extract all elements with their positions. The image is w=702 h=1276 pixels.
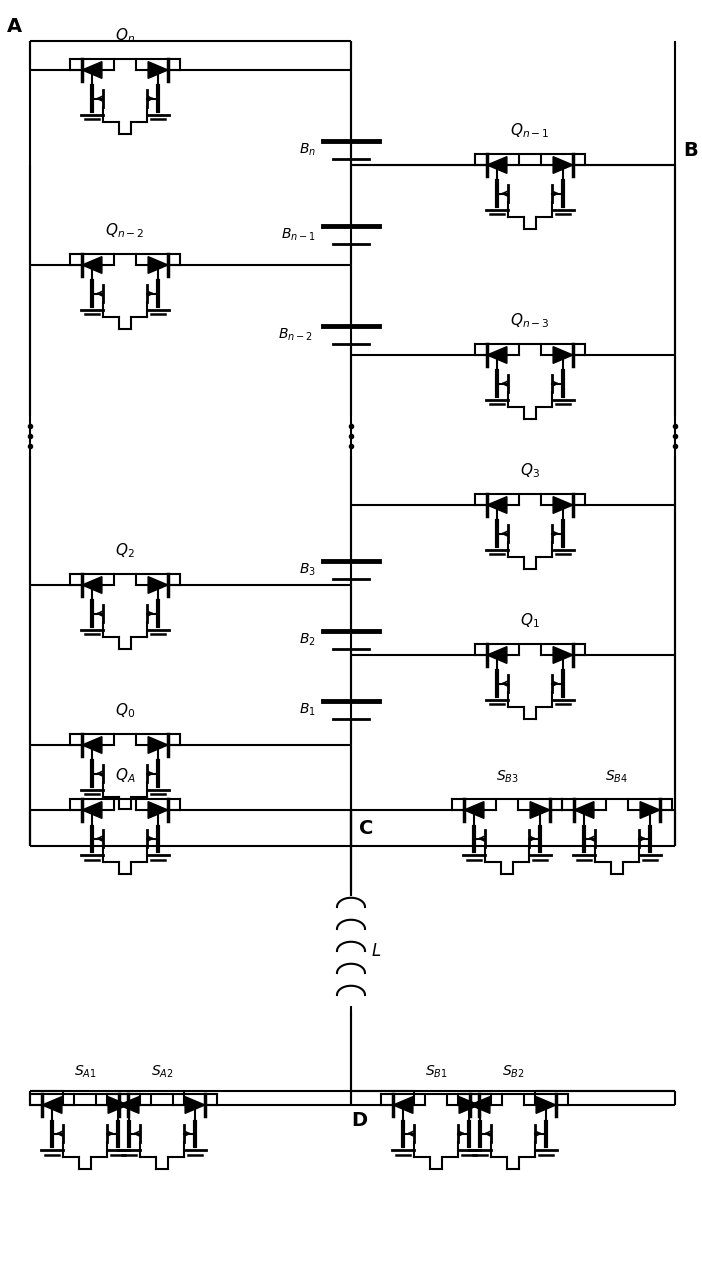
Polygon shape: [148, 736, 168, 753]
Polygon shape: [487, 496, 507, 513]
Text: $Q_3$: $Q_3$: [520, 462, 540, 480]
Text: $B_1$: $B_1$: [299, 702, 316, 718]
Polygon shape: [82, 577, 102, 593]
Polygon shape: [487, 157, 507, 174]
Polygon shape: [82, 61, 102, 78]
Polygon shape: [148, 61, 168, 78]
Polygon shape: [536, 1096, 556, 1114]
Polygon shape: [82, 736, 102, 753]
Polygon shape: [459, 1096, 479, 1114]
Text: $B_3$: $B_3$: [299, 561, 316, 578]
Polygon shape: [553, 347, 573, 364]
Text: $Q_A$: $Q_A$: [114, 767, 135, 785]
Text: $Q_0$: $Q_0$: [115, 702, 135, 720]
Text: $Q_{n-3}$: $Q_{n-3}$: [510, 311, 550, 330]
Text: $B_{n-2}$: $B_{n-2}$: [278, 327, 313, 343]
Text: $Q_{n-1}$: $Q_{n-1}$: [510, 121, 550, 140]
Polygon shape: [185, 1096, 205, 1114]
Polygon shape: [464, 801, 484, 818]
Polygon shape: [553, 496, 573, 513]
Polygon shape: [487, 347, 507, 364]
Text: D: D: [351, 1111, 367, 1131]
Polygon shape: [148, 577, 168, 593]
Polygon shape: [119, 1096, 139, 1114]
Polygon shape: [42, 1096, 62, 1114]
Text: $S_{A2}$: $S_{A2}$: [151, 1064, 173, 1079]
Text: $S_{A1}$: $S_{A1}$: [74, 1064, 96, 1079]
Polygon shape: [640, 801, 660, 818]
Polygon shape: [487, 647, 507, 664]
Polygon shape: [82, 256, 102, 273]
Text: $S_{B3}$: $S_{B3}$: [496, 768, 518, 785]
Polygon shape: [574, 801, 594, 818]
Text: $B_{n-1}$: $B_{n-1}$: [282, 227, 316, 244]
Polygon shape: [82, 801, 102, 818]
Text: $S_{B4}$: $S_{B4}$: [606, 768, 628, 785]
Polygon shape: [148, 801, 168, 818]
Text: $B_2$: $B_2$: [299, 632, 316, 648]
Text: $Q_2$: $Q_2$: [115, 541, 135, 560]
Text: $S_{B1}$: $S_{B1}$: [425, 1064, 447, 1079]
Text: $S_{B2}$: $S_{B2}$: [502, 1064, 524, 1079]
Text: B: B: [683, 142, 698, 160]
Text: A: A: [7, 17, 22, 36]
Polygon shape: [108, 1096, 128, 1114]
Polygon shape: [553, 647, 573, 664]
Text: $L$: $L$: [371, 942, 381, 960]
Text: $Q_{n-2}$: $Q_{n-2}$: [105, 221, 145, 240]
Text: $Q_1$: $Q_1$: [520, 611, 540, 630]
Polygon shape: [470, 1096, 490, 1114]
Polygon shape: [393, 1096, 413, 1114]
Polygon shape: [553, 157, 573, 174]
Text: $Q_n$: $Q_n$: [115, 27, 135, 45]
Text: $B_n$: $B_n$: [299, 142, 316, 158]
Polygon shape: [530, 801, 550, 818]
Text: C: C: [359, 819, 373, 838]
Polygon shape: [148, 256, 168, 273]
